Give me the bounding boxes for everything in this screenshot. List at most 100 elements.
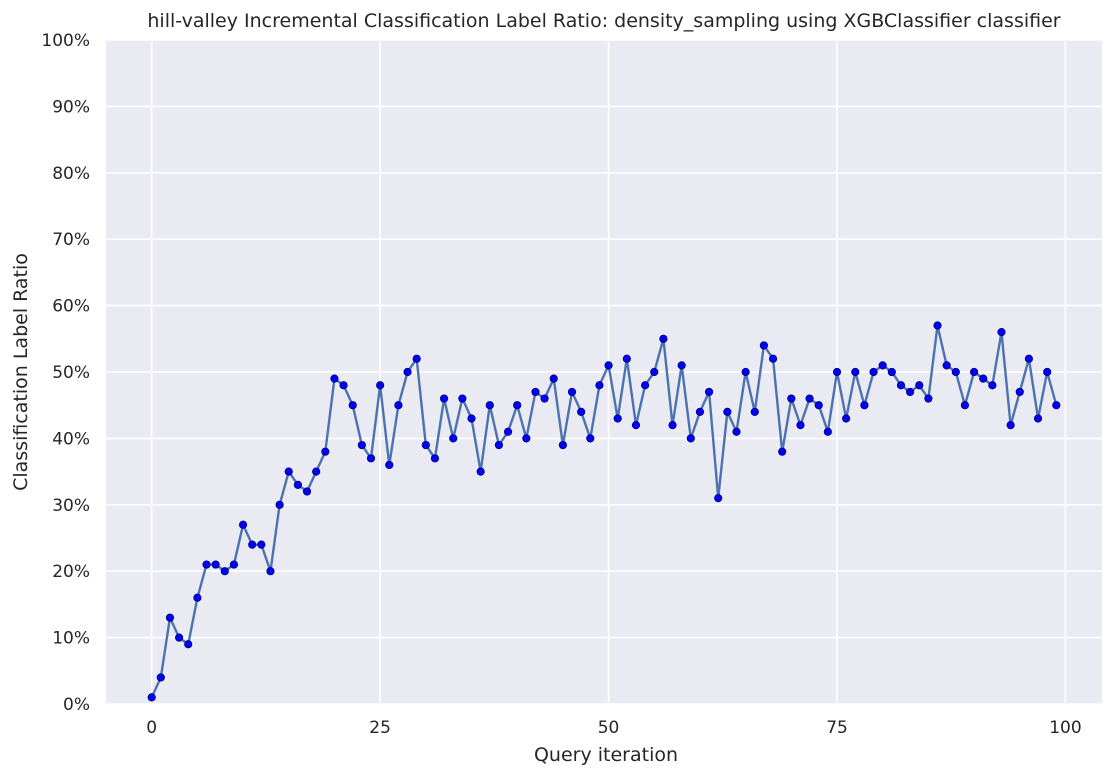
- data-point: [312, 467, 321, 476]
- data-point: [330, 374, 339, 383]
- data-point: [732, 427, 741, 436]
- data-point: [714, 494, 723, 503]
- data-point: [366, 454, 376, 463]
- data-point: [421, 440, 430, 450]
- data-point: [823, 427, 832, 436]
- data-point: [485, 401, 494, 410]
- data-point: [814, 401, 823, 410]
- data-point: [1043, 367, 1052, 377]
- data-point: [1033, 414, 1043, 423]
- data-point: [924, 394, 933, 403]
- data-point: [604, 361, 613, 370]
- data-point: [156, 673, 165, 682]
- data-point: [750, 407, 759, 416]
- data-point: [238, 520, 248, 529]
- data-point: [412, 354, 421, 363]
- data-point: [467, 414, 476, 423]
- data-point: [522, 434, 531, 443]
- data-point: [951, 367, 960, 377]
- data-point: [631, 421, 641, 430]
- data-point: [960, 401, 970, 410]
- data-point: [513, 401, 522, 410]
- data-point: [741, 367, 750, 377]
- x-tick-label: 0: [146, 718, 157, 738]
- data-point: [494, 440, 504, 450]
- y-tick-label: 30%: [52, 496, 90, 516]
- markers: [147, 321, 1061, 702]
- y-tick-label: 100%: [41, 31, 90, 51]
- data-point: [851, 367, 860, 377]
- data-point: [430, 454, 440, 463]
- data-point: [293, 480, 302, 489]
- data-point: [997, 328, 1006, 337]
- data-point: [704, 387, 714, 397]
- data-point: [906, 387, 915, 397]
- data-point: [385, 460, 394, 470]
- data-point: [622, 354, 631, 363]
- data-point: [175, 633, 184, 642]
- data-point: [549, 374, 558, 383]
- data-point: [567, 387, 577, 397]
- data-point: [768, 354, 778, 363]
- data-point: [394, 401, 403, 410]
- chart-title: hill-valley Incremental Classification L…: [147, 10, 1060, 32]
- y-tick-label: 10%: [52, 629, 90, 649]
- data-point: [778, 447, 787, 456]
- x-axis-label: Query iteration: [534, 744, 678, 766]
- data-point: [641, 381, 650, 390]
- data-point: [1006, 421, 1015, 430]
- data-point: [979, 374, 988, 383]
- data-point: [449, 434, 458, 443]
- data-point: [613, 414, 622, 423]
- data-point: [348, 401, 357, 410]
- series-line: [150, 325, 1058, 698]
- x-tick-labels: 0 25 50 75 100: [146, 718, 1081, 738]
- x-tick-label: 25: [369, 718, 391, 738]
- data-point: [503, 427, 513, 436]
- data-point: [284, 467, 293, 476]
- data-point: [759, 341, 769, 350]
- x-tick-label: 75: [826, 718, 848, 738]
- y-tick-label: 60%: [52, 297, 90, 317]
- data-point: [1024, 354, 1033, 363]
- data-point: [1052, 401, 1061, 410]
- data-point: [458, 394, 467, 403]
- data-point: [1015, 387, 1024, 397]
- y-tick-label: 70%: [52, 230, 90, 250]
- data-point: [275, 500, 284, 509]
- data-point: [723, 407, 732, 416]
- data-point: [202, 560, 211, 569]
- data-point: [695, 407, 705, 416]
- data-point: [988, 381, 997, 390]
- y-tick-label: 0%: [63, 695, 90, 715]
- data-point: [969, 367, 979, 377]
- data-point: [248, 540, 257, 549]
- data-point: [257, 540, 266, 549]
- data-point: [933, 321, 942, 330]
- data-point: [439, 394, 449, 403]
- data-point: [896, 381, 906, 390]
- data-point: [650, 367, 659, 377]
- data-point: [787, 394, 796, 403]
- y-tick-label: 50%: [52, 363, 90, 383]
- data-point: [339, 381, 348, 390]
- x-tick-label: 50: [598, 718, 620, 738]
- x-tick-label: 100: [1049, 718, 1081, 738]
- data-point: [531, 387, 540, 397]
- data-point: [878, 361, 887, 370]
- y-axis-label: Classification Label Ratio: [10, 253, 32, 491]
- data-point: [211, 560, 220, 569]
- data-point: [942, 361, 951, 370]
- data-point: [915, 381, 924, 390]
- data-point: [869, 367, 878, 377]
- data-point: [229, 560, 239, 569]
- data-point: [577, 407, 586, 416]
- data-point: [796, 421, 805, 430]
- data-point: [321, 447, 330, 456]
- data-point: [842, 414, 851, 423]
- data-point: [668, 421, 677, 430]
- y-tick-label: 80%: [52, 164, 90, 184]
- data-point: [220, 567, 229, 576]
- data-point: [558, 440, 567, 450]
